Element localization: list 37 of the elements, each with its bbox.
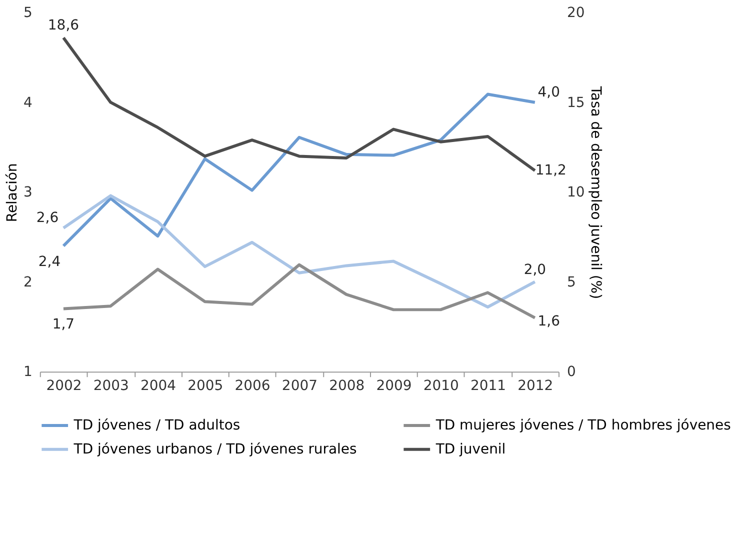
y-tick-label: 4 [24,94,33,111]
y2-tick-label: 5 [566,274,576,290]
x-tick-label: 2011 [470,378,506,394]
data-label: 2,6 [36,210,59,226]
y2-tick-label: 0 [566,364,576,380]
data-label: 1,7 [52,316,75,333]
y-tick-label: 1 [24,364,32,380]
y-axis-title: Relación [4,163,21,222]
data-label: 4,0 [538,84,560,100]
y-tick-label: 2 [24,274,32,290]
x-tick-label: 2012 [518,378,554,394]
x-tick-label: 2009 [376,378,412,394]
x-tick-label: 2008 [329,378,365,394]
line-series [62,92,536,248]
line-series [62,36,536,172]
legend-label: TD mujeres jóvenes / TD hombres jóvenes [434,417,731,434]
x-tick-label: 2006 [234,378,270,394]
y2-tick-label: 20 [566,5,585,22]
y-tick-label: 5 [24,5,32,22]
y2-tick-label: 10 [566,184,585,201]
data-label: 2,4 [38,254,61,270]
legend-label: TD jóvenes / TD adultos [72,417,240,434]
data-label: 2,0 [524,262,546,278]
y2-axis-title: Tasa de desempleo juvenil (%) [588,85,604,300]
x-tick-label: 2002 [46,378,82,394]
x-tick-label: 2004 [140,378,176,394]
x-tick-label: 2010 [423,378,459,394]
x-tick-label: 2007 [282,378,318,394]
data-label: 18,6 [48,18,80,34]
data-label: 11,2 [535,162,566,179]
legend-label: TD juvenil [434,441,506,458]
data-label: 1,6 [538,314,560,330]
x-tick-label: 2003 [93,378,129,394]
y2-tick-label: 15 [566,94,585,111]
legend-label: TD jóvenes urbanos / TD jóvenes rurales [72,441,357,458]
x-tick-label: 2005 [188,378,224,394]
y-tick-label: 3 [24,184,32,201]
